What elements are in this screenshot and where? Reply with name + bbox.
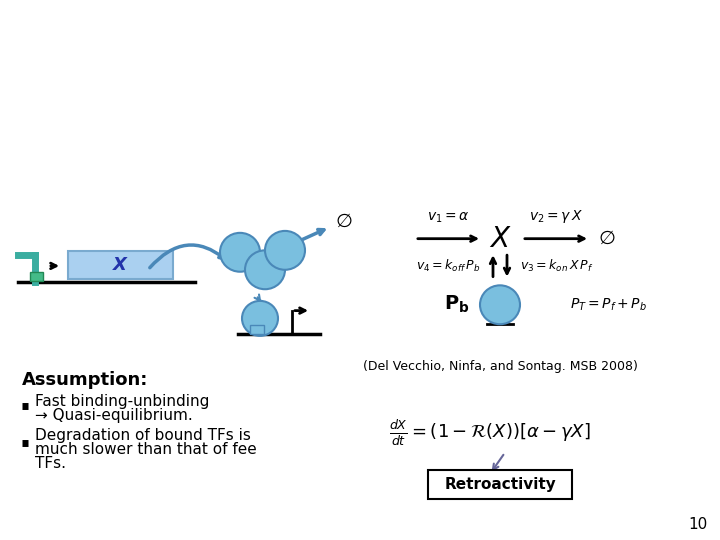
Text: → Quasi-equilibrium.: → Quasi-equilibrium. (35, 408, 193, 423)
Text: TFs.: TFs. (35, 456, 66, 471)
Text: $P_T=P_f+P_b$: $P_T=P_f+P_b$ (570, 296, 647, 313)
FancyBboxPatch shape (30, 272, 43, 281)
FancyBboxPatch shape (250, 325, 264, 334)
FancyBboxPatch shape (68, 251, 173, 279)
Circle shape (242, 301, 278, 336)
Text: (Del Vecchio, Ninfa, and Sontag. MSB 2008): (Del Vecchio, Ninfa, and Sontag. MSB 200… (363, 361, 637, 374)
Text: $v_1=\alpha$: $v_1=\alpha$ (427, 211, 469, 225)
Text: Retroactivity: Retroactivity (444, 477, 556, 492)
Text: Downstream Module: Downstream Module (22, 99, 343, 127)
Circle shape (480, 285, 520, 324)
Text: $v_3=k_{on}\,X\,P_f$: $v_3=k_{on}\,X\,P_f$ (520, 258, 593, 274)
Text: $\emptyset$: $\emptyset$ (336, 212, 353, 231)
Circle shape (245, 251, 285, 289)
Text: Degradation of bound TFs is: Degradation of bound TFs is (35, 429, 251, 443)
Text: $X$: $X$ (489, 225, 511, 253)
Text: $v_4=k_{off}\,P_b$: $v_4=k_{off}\,P_b$ (415, 258, 480, 274)
FancyBboxPatch shape (428, 470, 572, 499)
Text: X: X (113, 256, 127, 274)
Text: Assumption:: Assumption: (22, 370, 148, 389)
Text: $v_2=\gamma\, X$: $v_2=\gamma\, X$ (529, 208, 583, 225)
Text: $\emptyset$: $\emptyset$ (598, 229, 616, 248)
Text: much slower than that of fee: much slower than that of fee (35, 442, 257, 457)
Text: Module Interface Process with a: Module Interface Process with a (22, 39, 526, 67)
Text: Fast binding-unbinding: Fast binding-unbinding (35, 394, 210, 408)
Text: 10: 10 (689, 517, 708, 532)
Circle shape (265, 231, 305, 270)
Circle shape (220, 233, 260, 272)
Text: $\mathbf{P_b}$: $\mathbf{P_b}$ (444, 294, 470, 315)
Text: $\frac{dX}{dt} = (1 - \mathcal{R}(X))[\alpha - \gamma X]$: $\frac{dX}{dt} = (1 - \mathcal{R}(X))[\a… (389, 418, 591, 448)
